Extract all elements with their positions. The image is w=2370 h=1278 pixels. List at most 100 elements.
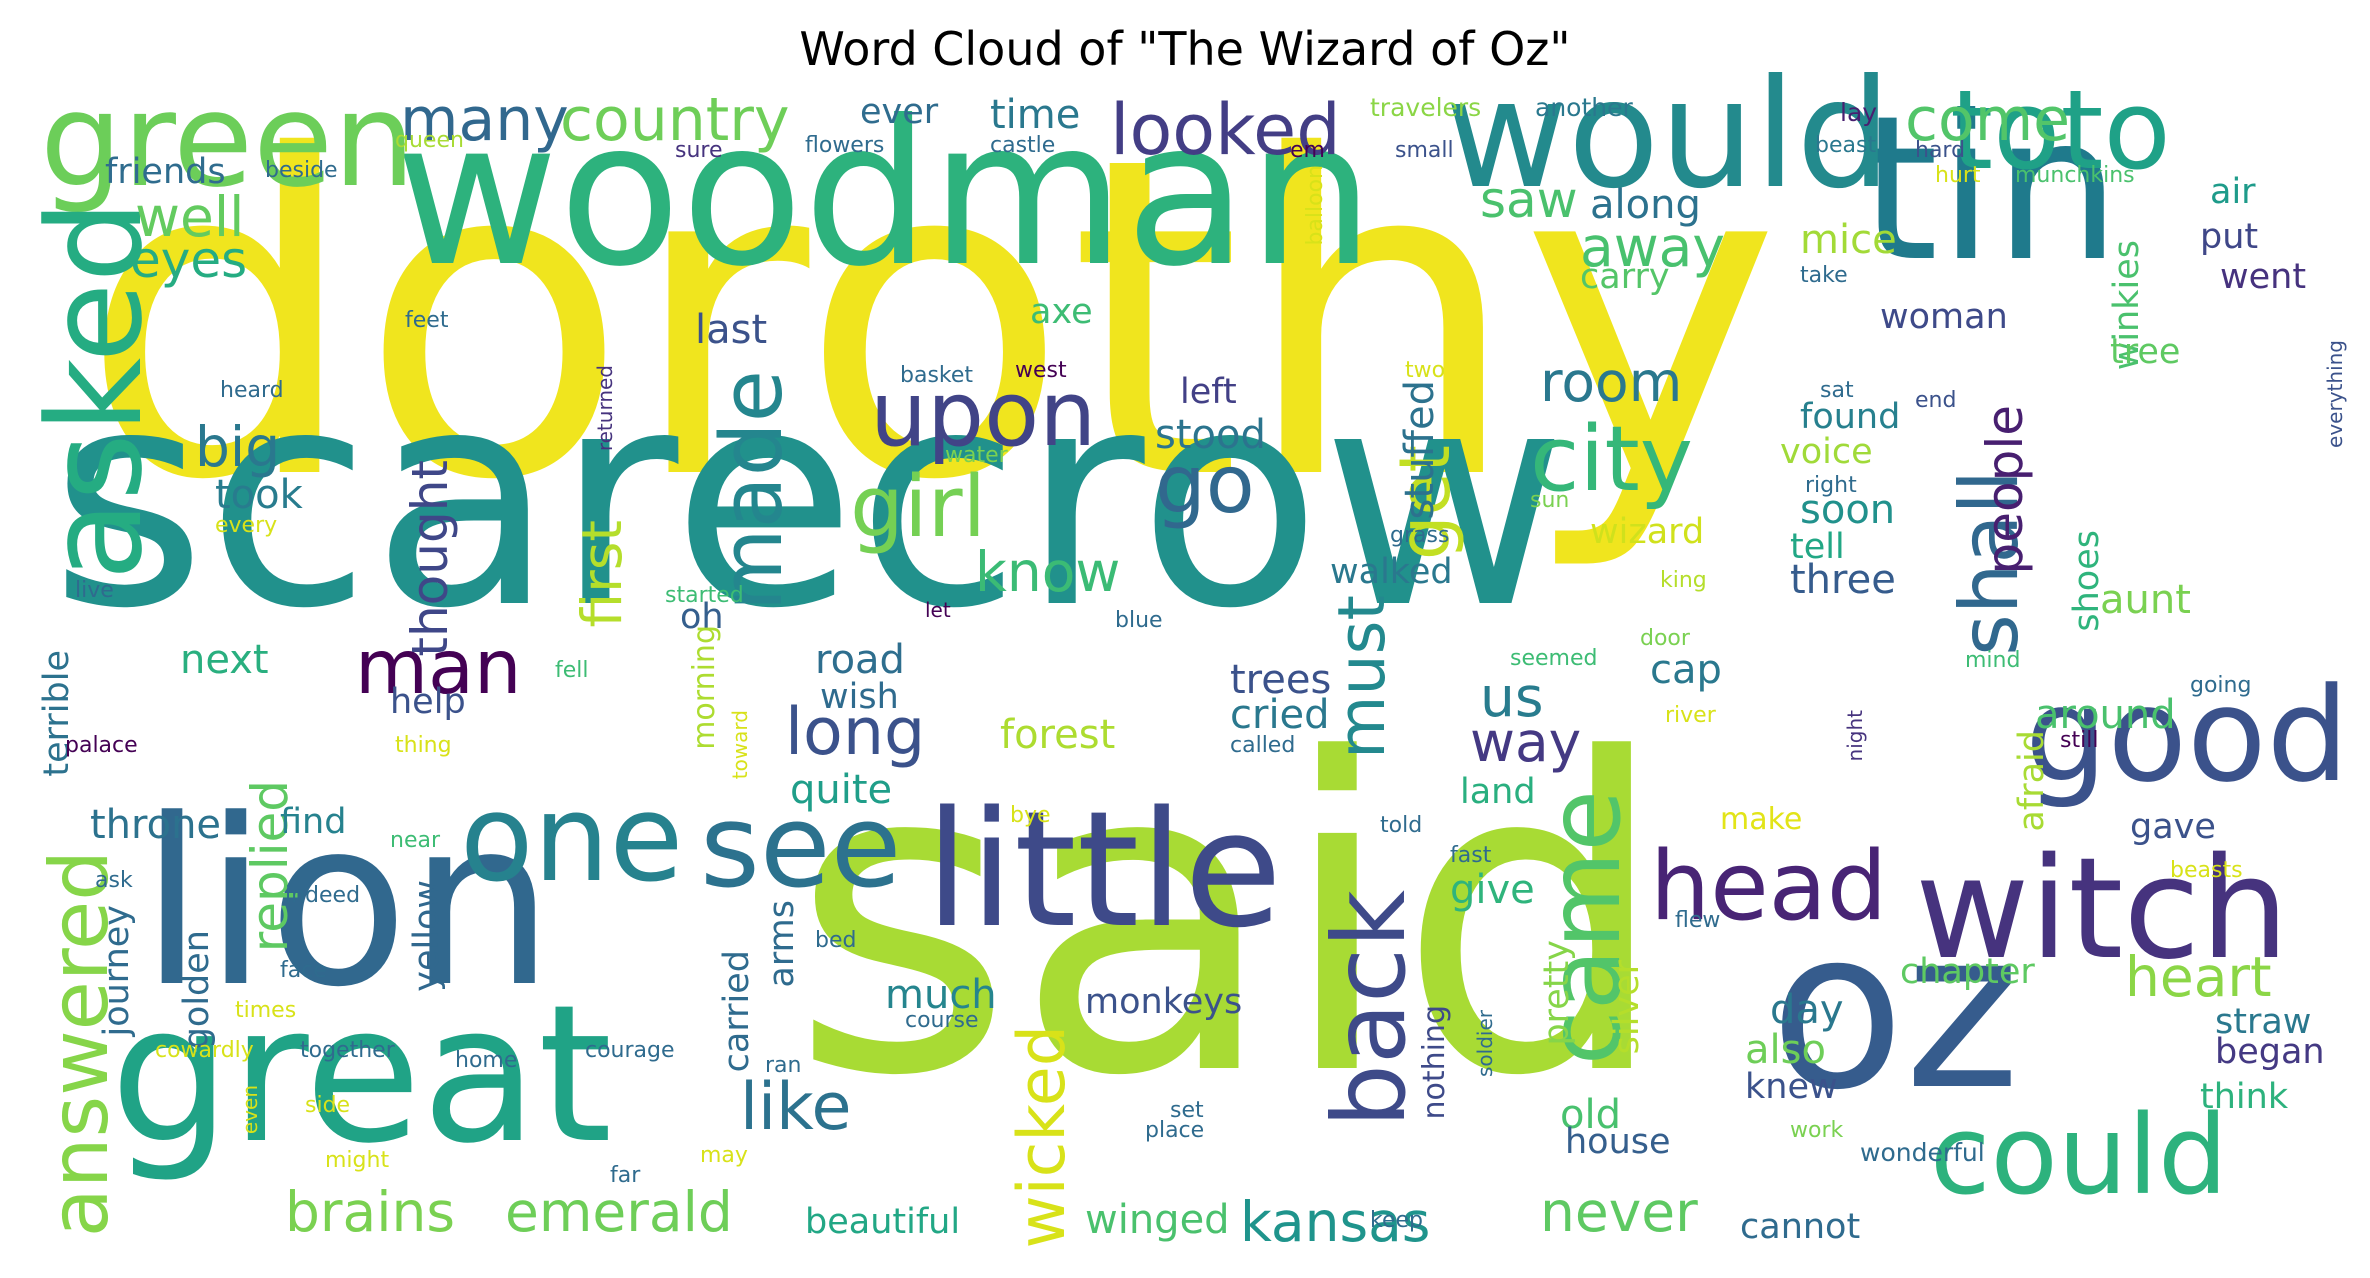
word-saw: saw: [1480, 171, 1578, 229]
word-times: times: [235, 998, 297, 1023]
word-monkeys: monkeys: [1085, 982, 1243, 1022]
word-may: may: [700, 1143, 748, 1168]
word-palace: palace: [65, 733, 138, 758]
word-bed: bed: [815, 928, 857, 953]
word-together: together: [300, 1038, 395, 1063]
word-everything: everything: [2323, 340, 2347, 448]
word-journey: journey: [97, 905, 137, 1037]
word-toward: toward: [728, 710, 752, 780]
word-fell: fell: [555, 658, 589, 683]
word-old: old: [1560, 1092, 1621, 1138]
word-upon: upon: [870, 362, 1097, 467]
word-forest: forest: [1000, 712, 1116, 758]
word-head: head: [1650, 832, 1888, 942]
word-away: away: [1580, 215, 1725, 279]
word-left: left: [1180, 372, 1237, 412]
word-carry: carry: [1580, 257, 1670, 297]
word-tell: tell: [1790, 527, 1845, 567]
word-ran: ran: [765, 1053, 802, 1078]
word-bye: bye: [1010, 803, 1051, 828]
word-dorothy: dorothy: [80, 64, 1781, 576]
word-lay: lay: [1840, 98, 1878, 127]
word-lion: lion: [140, 771, 555, 1038]
word-beasts: beasts: [2170, 858, 2243, 883]
word-returned: returned: [593, 365, 617, 452]
word-keep: keep: [1370, 1208, 1423, 1233]
word-air: air: [2210, 172, 2256, 212]
word-walked: walked: [1330, 552, 1453, 592]
word-took: took: [215, 472, 303, 518]
word-winged: winged: [1085, 1197, 1230, 1243]
word-near: near: [390, 828, 441, 853]
word-king: king: [1660, 568, 1707, 593]
word-see: see: [700, 780, 902, 914]
word-small: small: [1395, 138, 1454, 163]
word-chapter: chapter: [1900, 952, 2035, 992]
word-find: find: [280, 802, 347, 842]
word-quite: quite: [790, 767, 893, 813]
word-set: set: [1170, 1098, 1204, 1123]
word-morning: morning: [687, 625, 722, 750]
word-well: well: [135, 185, 245, 249]
word-road: road: [815, 637, 905, 683]
word-every: every: [215, 513, 278, 538]
word-might: might: [325, 1148, 390, 1173]
word-put: put: [2200, 217, 2259, 257]
word-tree: tree: [2110, 332, 2181, 372]
word-yellow: yellow: [407, 880, 447, 992]
word-soldier: soldier: [1473, 1010, 1497, 1077]
word-let: let: [925, 598, 951, 622]
word-went: went: [2220, 257, 2307, 297]
word-em: em: [1290, 138, 1325, 163]
word-axe: axe: [1030, 292, 1093, 332]
word-mind: mind: [1965, 648, 2021, 673]
word-flew: flew: [1675, 908, 1721, 933]
word-could: could: [1930, 1091, 2228, 1219]
word-next: next: [180, 637, 269, 683]
word-good: good: [2025, 659, 2350, 811]
word-wish: wish: [820, 677, 899, 717]
word-told: told: [1380, 813, 1423, 838]
word-witch: witch: [1915, 828, 2289, 991]
word-make: make: [1720, 802, 1803, 837]
word-shoes: shoes: [2067, 530, 2107, 632]
word-sure: sure: [675, 138, 723, 163]
word-fast: fast: [1450, 843, 1492, 868]
word-way: way: [1470, 710, 1582, 774]
word-kansas: kansas: [1240, 1190, 1431, 1254]
word-side: side: [305, 1093, 351, 1118]
word-great: great: [110, 964, 613, 1185]
word-arms: arms: [762, 900, 802, 988]
word-think: think: [2200, 1077, 2289, 1117]
word-even: even: [238, 1085, 262, 1135]
word-began: began: [2215, 1032, 2325, 1072]
word-course: course: [905, 1008, 979, 1033]
word-woman: woman: [1880, 297, 2008, 337]
word-throne: throne: [90, 802, 222, 848]
word-green: green: [40, 64, 416, 216]
word-scarecrow: scarecrow: [50, 325, 1567, 674]
word-carried: carried: [717, 950, 757, 1073]
word-started: started: [665, 583, 744, 608]
word-brains: brains: [285, 1180, 456, 1244]
word-first: first: [570, 520, 634, 628]
word-thing: thing: [395, 733, 452, 758]
word-oz: oz: [1770, 882, 2021, 1138]
word-mice: mice: [1800, 217, 1897, 263]
word-blue: blue: [1115, 608, 1163, 633]
word-come: come: [1905, 85, 2071, 155]
word-end: end: [1915, 388, 1957, 413]
word-still: still: [2060, 728, 2099, 753]
word-around: around: [2035, 692, 2176, 738]
word-place: place: [1145, 1118, 1205, 1143]
word-looked: looked: [1110, 89, 1341, 171]
word-big: big: [195, 415, 281, 479]
word-stuffed: stuffed: [1397, 380, 1443, 520]
word-many: many: [400, 85, 569, 155]
word-house: house: [1565, 1122, 1671, 1162]
word-land: land: [1460, 772, 1536, 812]
word-cried: cried: [1230, 692, 1330, 738]
word-soon: soon: [1800, 487, 1896, 533]
word-straw: straw: [2215, 1002, 2312, 1042]
